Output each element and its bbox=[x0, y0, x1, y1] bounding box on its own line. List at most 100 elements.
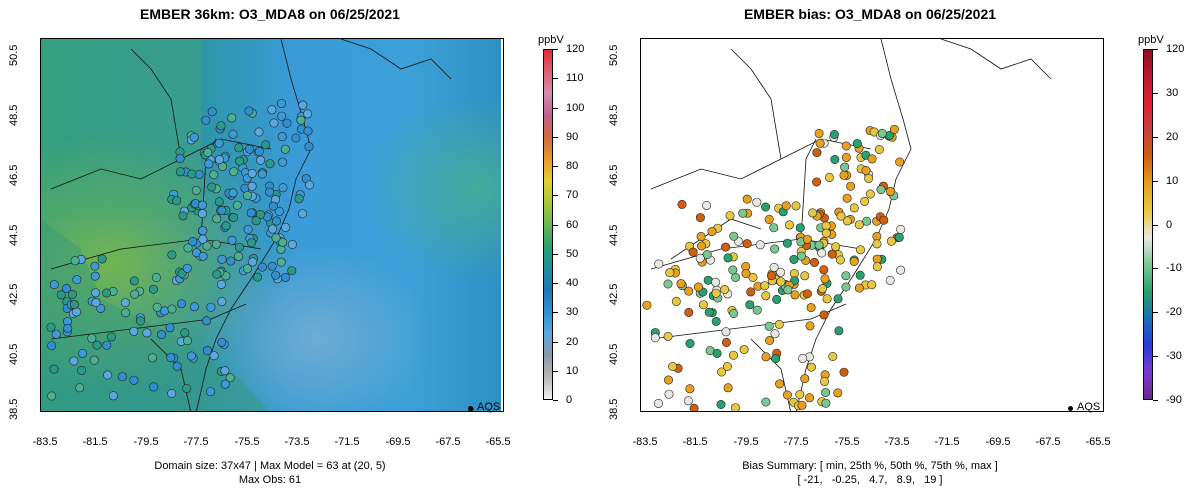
bias-site-marker bbox=[820, 274, 830, 284]
aqs-site-marker bbox=[188, 237, 198, 247]
bias-site-marker bbox=[764, 214, 774, 224]
aqs-site-marker bbox=[303, 126, 313, 136]
aqs-site-marker bbox=[214, 197, 224, 207]
aqs-site-marker bbox=[72, 275, 82, 285]
aqs-site-marker bbox=[272, 216, 282, 226]
x-tick-label: -83.5 bbox=[32, 436, 58, 448]
aqs-site-marker bbox=[220, 366, 230, 376]
aqs-site-marker bbox=[269, 118, 279, 128]
aqs-site-marker bbox=[202, 241, 212, 251]
aqs-site-marker bbox=[282, 118, 292, 128]
bias-map-canvas bbox=[641, 39, 1103, 411]
aqs-site-marker bbox=[207, 107, 217, 117]
aqs-site-marker bbox=[243, 190, 253, 200]
model-map-canvas bbox=[41, 39, 503, 411]
bias-site-marker bbox=[802, 234, 812, 244]
aqs-site-marker bbox=[165, 323, 175, 333]
y-tick-label: 50.5 bbox=[8, 44, 20, 66]
aqs-site-marker bbox=[198, 234, 208, 244]
bias-site-marker bbox=[889, 124, 899, 134]
bias-site-marker bbox=[702, 250, 712, 260]
bias-site-marker bbox=[805, 321, 815, 331]
aqs-site-marker bbox=[298, 209, 308, 219]
bias-site-marker bbox=[729, 350, 739, 360]
colorbar-tick-label: 0 bbox=[1166, 218, 1173, 231]
y-tick-label: 42.5 bbox=[608, 283, 620, 305]
bias-site-marker bbox=[817, 248, 827, 258]
colorbar-tick bbox=[553, 224, 558, 226]
bias-map-panel: EMBER bias: O3_MDA8 on 06/25/2021 AQS 38… bbox=[600, 0, 1200, 502]
aqs-site-marker bbox=[217, 254, 227, 264]
aqs-site-marker bbox=[197, 200, 207, 210]
colorbar-tick bbox=[1153, 136, 1158, 138]
bias-site-marker bbox=[650, 333, 660, 343]
aqs-site-marker bbox=[202, 316, 212, 326]
bias-site-marker bbox=[821, 388, 831, 398]
aqs-site-marker bbox=[148, 353, 158, 363]
colorbar-tick-label: 50 bbox=[566, 247, 579, 260]
aqs-legend-label: AQS bbox=[477, 401, 501, 413]
aqs-site-marker bbox=[129, 276, 139, 286]
aqs-site-marker bbox=[121, 308, 131, 318]
y-tick-label: 48.5 bbox=[8, 104, 20, 126]
x-tick-label: -69.5 bbox=[985, 436, 1011, 448]
aqs-site-marker bbox=[278, 183, 288, 193]
aqs-site-marker bbox=[175, 167, 185, 177]
bias-site-marker bbox=[896, 224, 906, 234]
aqs-site-marker bbox=[234, 251, 244, 261]
bias-site-marker bbox=[685, 338, 695, 348]
bias-site-marker bbox=[704, 307, 714, 317]
aqs-site-marker bbox=[166, 353, 176, 363]
bias-site-marker bbox=[771, 354, 781, 364]
bias-site-marker bbox=[814, 128, 824, 138]
bias-site-marker bbox=[789, 254, 799, 264]
x-tick-label: -79.5 bbox=[733, 436, 759, 448]
aqs-site-marker bbox=[46, 322, 56, 332]
colorbar-tick bbox=[553, 49, 558, 50]
bias-site-marker bbox=[716, 399, 726, 409]
x-tick-label: -75.5 bbox=[234, 436, 260, 448]
bias-site-marker bbox=[693, 282, 703, 292]
colorbar-tick-label: 120 bbox=[566, 43, 585, 55]
colorbar-tick-label: 100 bbox=[566, 101, 585, 114]
aqs-site-marker bbox=[281, 272, 291, 282]
bias-site-marker bbox=[800, 374, 810, 384]
colorbar-tick-label: 10 bbox=[566, 364, 579, 377]
aqs-site-marker bbox=[67, 290, 77, 300]
bias-site-marker bbox=[761, 291, 771, 301]
x-tick-label: -67.5 bbox=[1035, 436, 1061, 448]
bias-site-marker bbox=[802, 289, 812, 299]
aqs-site-marker bbox=[91, 288, 101, 298]
aqs-site-marker bbox=[225, 373, 235, 383]
bias-site-marker bbox=[854, 220, 864, 230]
x-tick-label: -65.5 bbox=[1085, 436, 1111, 448]
bias-site-marker bbox=[695, 253, 705, 263]
bias-site-marker bbox=[829, 130, 839, 140]
aqs-site-marker bbox=[244, 106, 254, 116]
model-footer-domain: Domain size: 37x47 | Max Model = 63 at (… bbox=[154, 460, 386, 472]
aqs-site-marker bbox=[209, 170, 219, 180]
bias-site-marker bbox=[841, 152, 851, 162]
colorbar-tick-label: 110 bbox=[566, 72, 584, 85]
bias-site-marker bbox=[865, 189, 875, 199]
aqs-site-marker bbox=[271, 270, 281, 280]
bias-site-marker bbox=[810, 257, 820, 267]
aqs-site-marker bbox=[182, 383, 192, 393]
bias-site-marker bbox=[791, 201, 801, 211]
bias-site-marker bbox=[725, 211, 735, 221]
colorbar-tick bbox=[553, 253, 558, 255]
bias-site-marker bbox=[824, 172, 834, 182]
aqs-site-marker bbox=[217, 296, 227, 306]
aqs-site-marker bbox=[220, 379, 230, 389]
bias-site-marker bbox=[872, 254, 882, 264]
bias-site-marker bbox=[671, 296, 681, 306]
bias-map bbox=[640, 38, 1104, 412]
aqs-site-marker bbox=[182, 263, 192, 273]
bias-site-marker bbox=[796, 251, 806, 261]
bias-site-marker bbox=[821, 398, 831, 408]
bias-site-marker bbox=[774, 319, 784, 329]
bias-site-marker bbox=[752, 305, 762, 315]
bias-site-marker bbox=[702, 200, 712, 210]
colorbar-tick bbox=[553, 107, 558, 109]
bias-site-marker bbox=[696, 241, 706, 251]
